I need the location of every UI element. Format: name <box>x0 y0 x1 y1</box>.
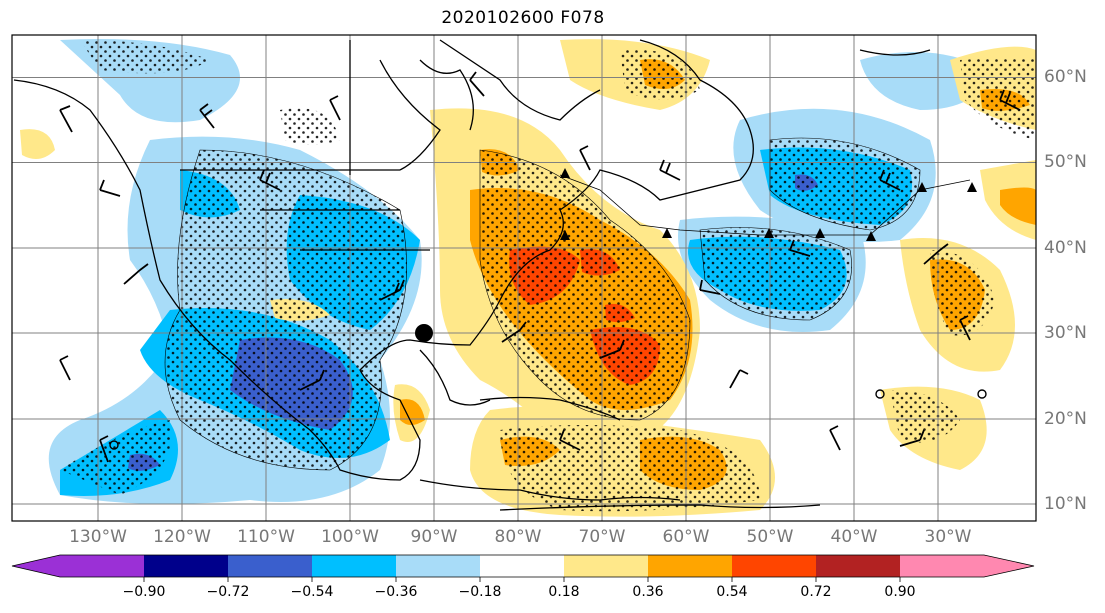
lon-label: 60°W <box>662 527 710 547</box>
colorbar-tick-label: 0.72 <box>800 584 832 600</box>
lat-label: 30°N <box>1044 323 1087 343</box>
lat-label: 40°N <box>1044 238 1087 258</box>
cold-front-triangle-icon <box>662 228 672 238</box>
cold-front <box>559 168 977 241</box>
wind-barb-icon <box>59 71 1021 463</box>
cold-front-triangle-icon <box>560 230 570 240</box>
calm-wind-circles <box>109 389 987 450</box>
cold-front-triangle-icon <box>917 182 927 192</box>
significance-stipple <box>60 40 1036 512</box>
cold-front-triangle-icon <box>967 182 977 192</box>
lon-label: 50°W <box>746 527 794 547</box>
lon-label: 70°W <box>578 527 626 547</box>
colorbar-tick-label: 0.54 <box>716 584 748 600</box>
lon-label: 130°W <box>69 527 127 547</box>
lon-label: 90°W <box>410 527 458 547</box>
colorbar-tick-label: 0.90 <box>884 584 916 600</box>
colorbar-extend-high <box>984 555 1034 577</box>
map-frame <box>11 34 1037 522</box>
lon-label: 120°W <box>153 527 211 547</box>
lon-label: 110°W <box>237 527 295 547</box>
colorbar-tick-label: −0.90 <box>122 584 166 600</box>
cold-front-triangle-icon <box>815 228 825 238</box>
lon-label: 30°W <box>924 527 972 547</box>
lon-label: 80°W <box>494 527 542 547</box>
colorbar-extend-low <box>12 555 60 577</box>
lat-label: 50°N <box>1044 152 1087 172</box>
cold-front-triangle-icon <box>866 231 876 241</box>
lon-label: 40°W <box>830 527 878 547</box>
cold-front-triangle-icon <box>764 228 774 238</box>
colorbar-tick-label: 0.36 <box>632 584 664 600</box>
lon-label: 100°W <box>321 527 379 547</box>
graticule <box>12 35 1036 521</box>
colorbar-tick-label: 0.18 <box>548 584 580 600</box>
lat-label: 20°N <box>1044 409 1087 429</box>
cold-front-triangle-icon <box>560 168 570 178</box>
colorbar-tick-label: −0.18 <box>458 584 502 600</box>
colorbar-tick-label: −0.54 <box>290 584 334 600</box>
colorbar-tick-label: −0.72 <box>206 584 250 600</box>
lat-label: 10°N <box>1044 494 1087 514</box>
contours <box>164 137 921 471</box>
coastlines <box>13 39 931 511</box>
colorbar <box>11 554 1035 582</box>
marker-dot-icon <box>415 324 433 342</box>
colorbar-tick-label: −0.36 <box>374 584 418 600</box>
map-title: 2020102600 F078 <box>441 8 605 28</box>
lat-label: 60°N <box>1044 67 1087 87</box>
